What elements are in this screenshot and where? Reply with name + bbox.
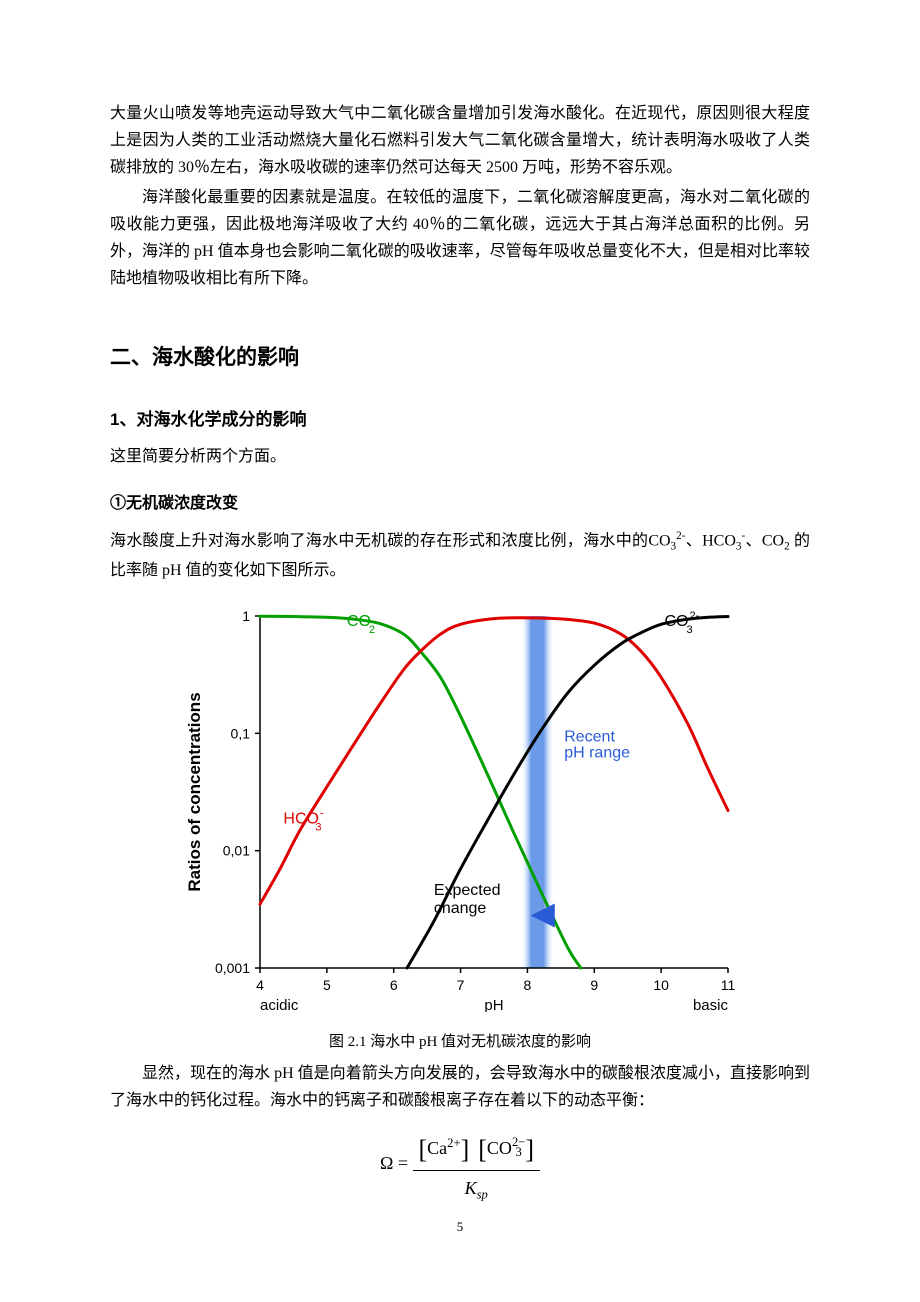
svg-text:Recent: Recent [564,729,615,746]
svg-text:basic: basic [693,997,729,1012]
svg-text:10: 10 [653,977,669,993]
svg-text:HCO-3: HCO-3 [283,808,324,834]
paragraph-2: 海洋酸化最重要的因素就是温度。在较低的温度下，二氧化碳溶解度更高，海水对二氧化碳… [110,184,810,293]
paragraph-1: 大量火山喷发等地壳运动导致大气中二氧化碳含量增加引发海水酸化。在近现代，原因则很… [110,100,810,182]
paragraph-3: 这里简要分析两个方面。 [110,443,810,470]
figure-2-1: 0,001 0,01 0,1 1 4 5 6 7 8 9 10 11 acidic pH basic Rati… [180,604,740,1012]
svg-text:9: 9 [590,977,598,993]
svg-text:acidic: acidic [260,997,299,1012]
svg-text:8: 8 [524,977,532,993]
svg-text:1: 1 [242,608,250,624]
svg-text:5: 5 [323,977,331,993]
svg-text:0,001: 0,001 [215,960,250,976]
figure-caption: 图 2.1 海水中 pH 值对无机碳浓度的影响 [110,1030,810,1056]
paragraph-4: 海水酸度上升对海水影响了海水中无机碳的存在形式和浓度比例，海水中的CO32-、H… [110,527,810,584]
heading-item-1: ①无机碳浓度改变 [110,490,810,517]
svg-text:0,01: 0,01 [223,843,250,859]
page-number: 5 [110,1216,810,1238]
svg-text:Expected: Expected [434,882,501,899]
equation-omega: Ω = [Ca2+] [CO2−3] Ksp [110,1124,810,1206]
svg-text:pH: pH [484,997,503,1012]
svg-text:7: 7 [457,977,465,993]
heading-section-2: 二、海水酸化的影响 [110,340,810,376]
svg-text:pH range: pH range [564,745,630,762]
svg-text:4: 4 [256,977,264,993]
heading-subsection-1: 1、对海水化学成分的影响 [110,406,810,435]
svg-text:change: change [434,900,487,917]
svg-text:Ratios of concentrations: Ratios of concentrations [185,692,204,891]
paragraph-5: 显然，现在的海水 pH 值是向着箭头方向发展的，会导致海水中的碳酸根浓度减小，直… [110,1060,810,1114]
svg-text:11: 11 [721,977,736,993]
chart-svg: 0,001 0,01 0,1 1 4 5 6 7 8 9 10 11 acidic pH basic Rati… [180,604,740,1012]
svg-text:0,1: 0,1 [231,725,251,741]
svg-text:6: 6 [390,977,398,993]
svg-text:CO 2: CO 2 [347,610,375,636]
svg-text:CO2-3: CO2-3 [664,610,699,636]
